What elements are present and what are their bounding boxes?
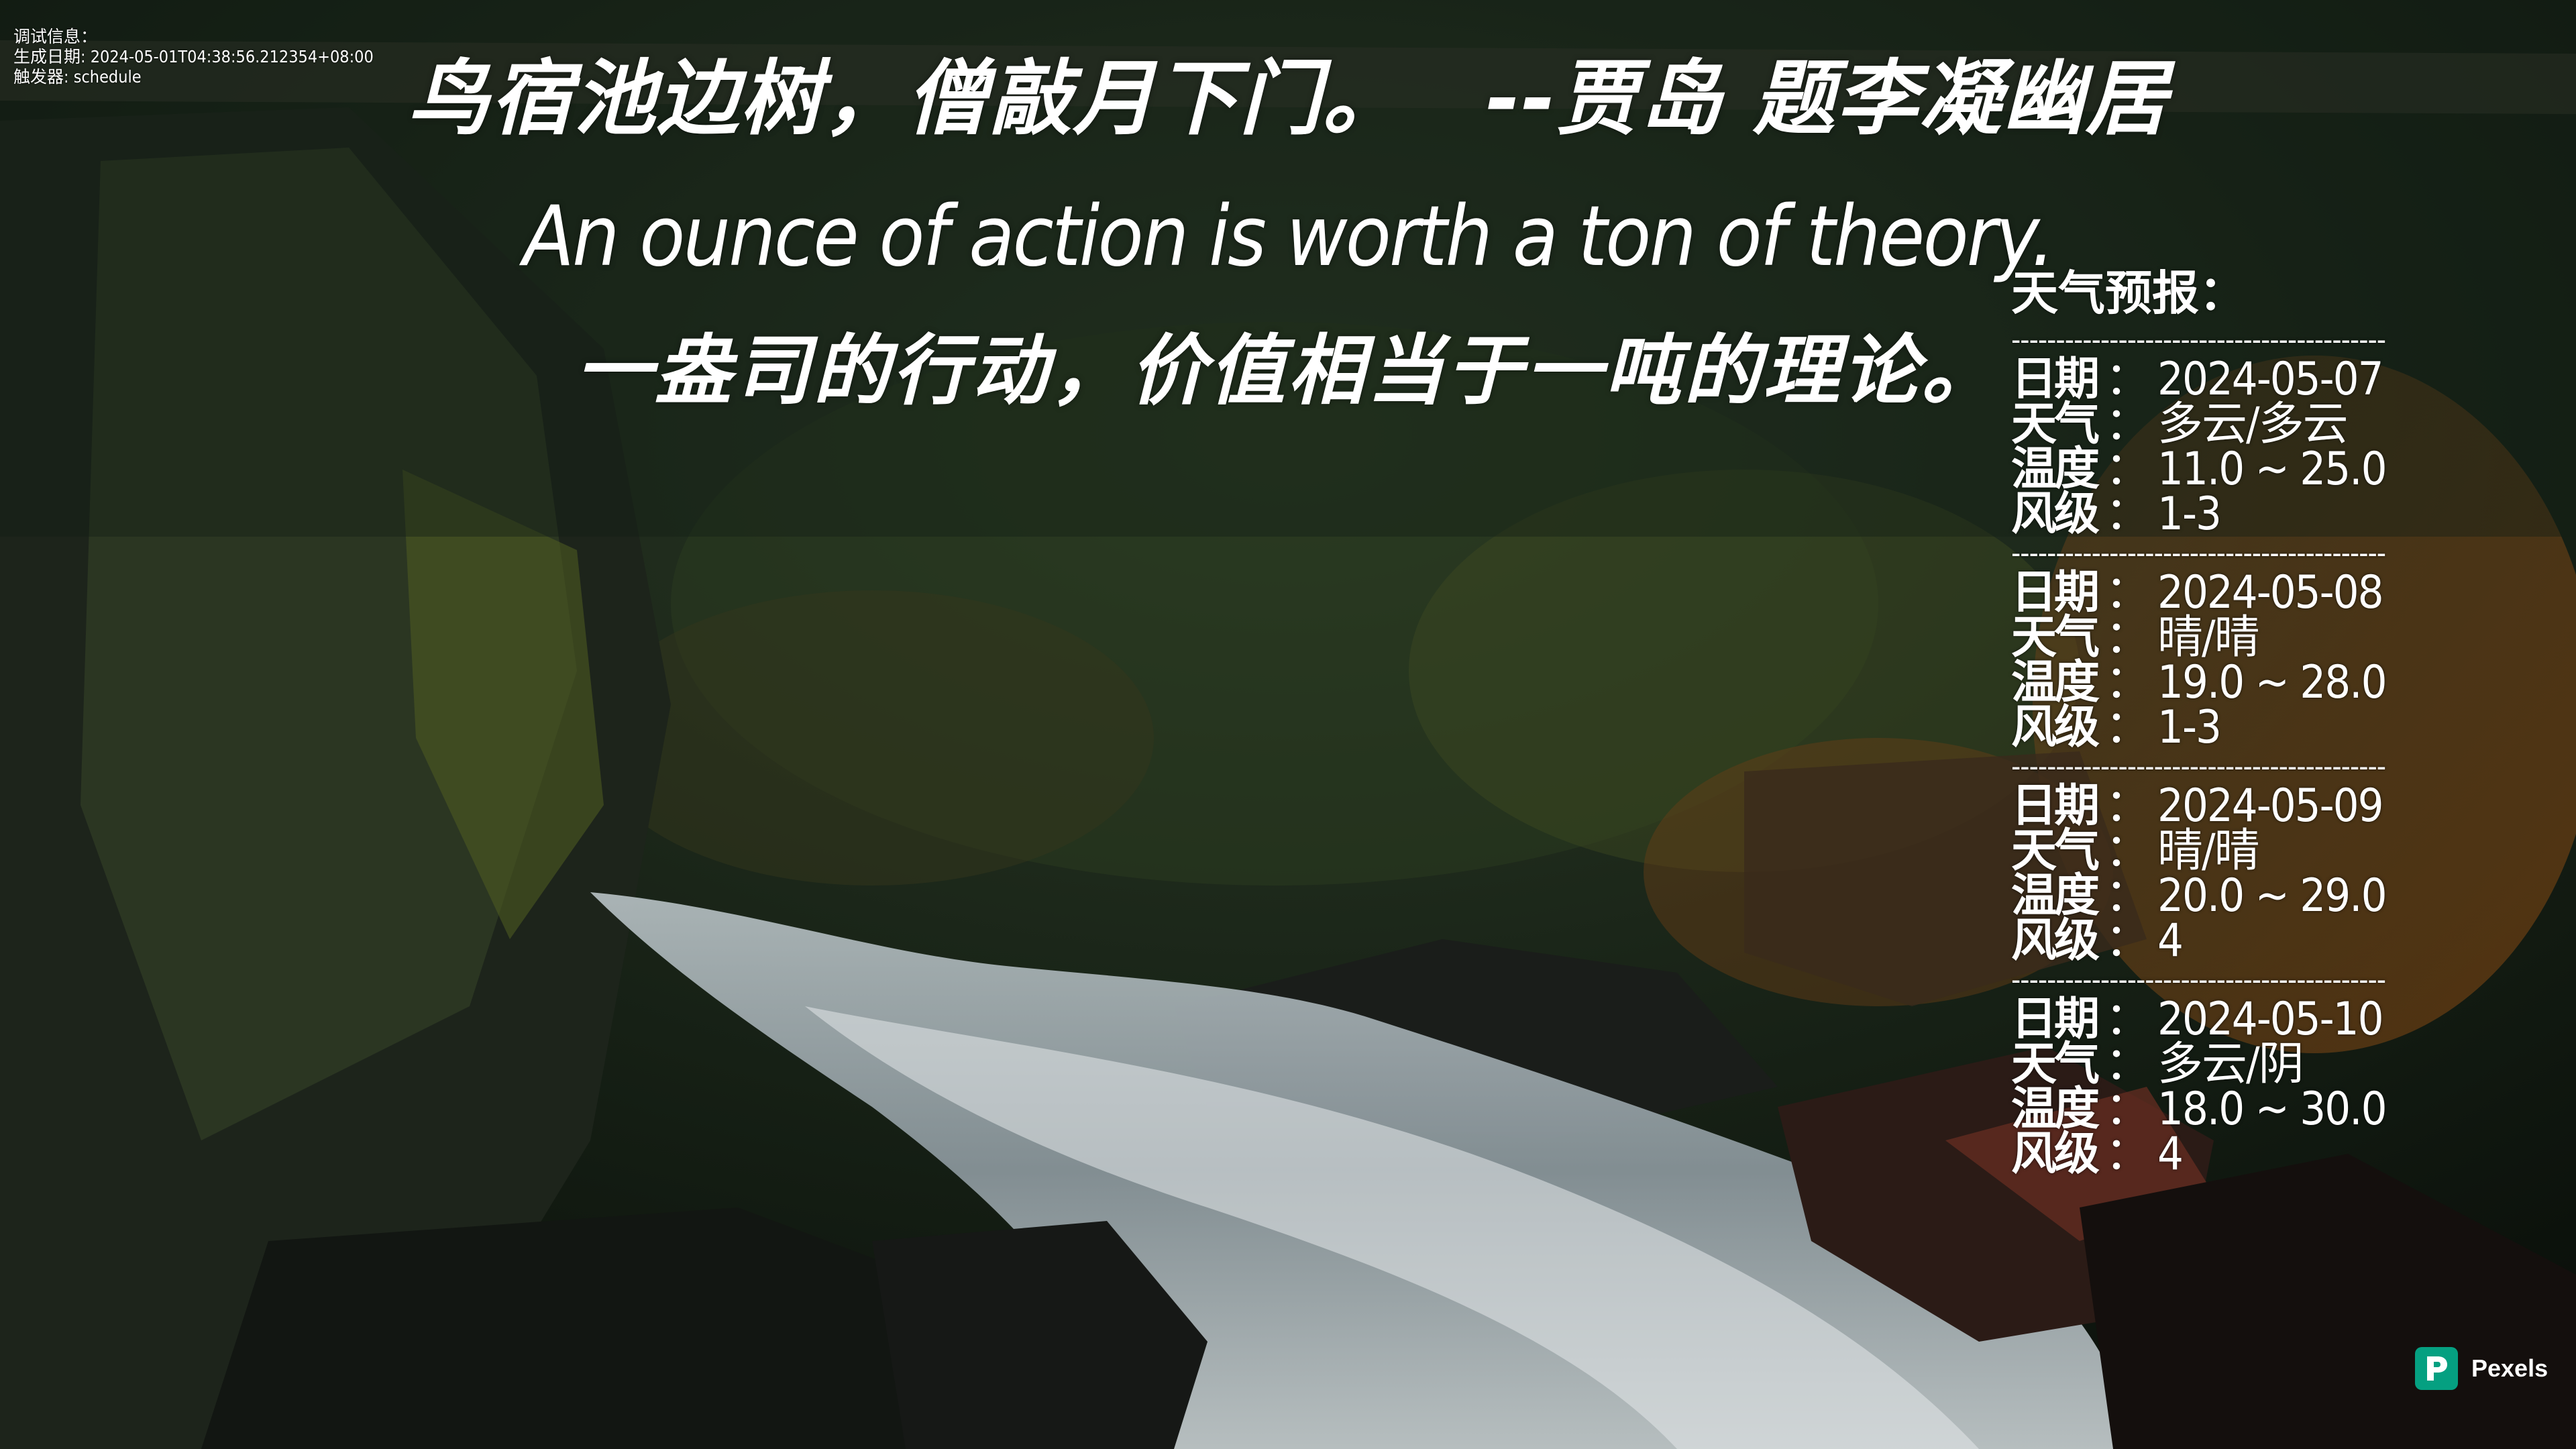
weather-date-row: 日期： 2024-05-07 (2011, 357, 2440, 402)
weather-temp-row: 温度： 18.0 ~ 30.0 (2011, 1087, 2440, 1132)
weather-day: 日期： 2024-05-07 天气：多云/多云 温度： 11.0 ~ 25.0 风级… (2011, 357, 2440, 537)
pexels-logo-icon (2415, 1347, 2458, 1390)
weather-condition-row: 天气：多云/多云 (2011, 402, 2440, 447)
date-key: 日期 (2011, 353, 2100, 406)
temp-key: 温度 (2011, 656, 2100, 709)
pexels-p-glyph (2427, 1356, 2447, 1381)
pexels-watermark: Pexels (2415, 1347, 2548, 1390)
separator: ： (2105, 780, 2151, 833)
wind-value: 4 (2157, 914, 2184, 967)
weather-wind-row: 风级： 1-3 (2011, 492, 2440, 537)
weather-temp-row: 温度： 19.0 ~ 28.0 (2011, 656, 2440, 709)
date-key: 日期 (2011, 566, 2100, 619)
quote-chinese: 一盎司的行动，价值相当于一吨的理论。 (575, 326, 2000, 415)
weather-value: 晴/晴 (2157, 611, 2260, 664)
weather-value: 晴/晴 (2157, 824, 2260, 877)
weather-wind-row: 风级： 4 (2011, 1132, 2440, 1177)
separator: ： (2105, 993, 2151, 1046)
weather-key: 天气 (2011, 398, 2100, 451)
debug-generated-date: 生成日期: 2024-05-01T04:38:56.212354+08:00 (13, 47, 374, 66)
separator: ： (2105, 566, 2151, 619)
date-value: 2024-05-07 (2157, 353, 2383, 406)
separator: ： (2105, 824, 2151, 877)
weather-date-row: 日期： 2024-05-08 (2011, 566, 2440, 619)
weather-key: 天气 (2011, 611, 2100, 664)
separator: ： (2105, 398, 2151, 451)
debug-trigger: 触发器: schedule (13, 67, 142, 87)
poem-attribution: --贾岛 题李凝幽居 (1486, 51, 2169, 146)
weather-temp-row: 温度： 20.0 ~ 29.0 (2011, 869, 2440, 922)
temp-value: 18.0 ~ 30.0 (2157, 1083, 2387, 1136)
weather-divider (2011, 537, 2440, 570)
quote-english: An ounce of action is worth a ton of the… (523, 189, 2055, 285)
weather-key: 天气 (2011, 824, 2100, 877)
weather-value: 多云/阴 (2157, 1038, 2304, 1091)
weather-divider (2011, 750, 2440, 784)
weather-divider (2011, 963, 2440, 997)
wind-key: 风级 (2011, 914, 2100, 967)
date-value: 2024-05-10 (2157, 993, 2383, 1046)
weather-date-row: 日期： 2024-05-10 (2011, 997, 2440, 1042)
separator: ： (2105, 353, 2151, 406)
weather-day: 日期： 2024-05-09 天气：晴/晴 温度： 20.0 ~ 29.0 风级： 4 (2011, 780, 2440, 967)
weather-key: 天气 (2011, 1038, 2100, 1091)
wind-value: 4 (2157, 1128, 2184, 1181)
poem-text: 鸟宿池边树，僧敲月下门。 (407, 51, 1406, 146)
weather-day: 日期： 2024-05-08 天气：晴/晴 温度： 19.0 ~ 28.0 风级： 1… (2011, 566, 2440, 754)
temp-value: 19.0 ~ 28.0 (2157, 656, 2387, 709)
poem-line: 鸟宿池边树，僧敲月下门。 --贾岛 题李凝幽居 (0, 48, 2576, 149)
temp-key: 温度 (2011, 443, 2100, 496)
separator: ： (2105, 869, 2151, 922)
weather-date-row: 日期： 2024-05-09 (2011, 780, 2440, 833)
wind-key: 风级 (2011, 701, 2100, 754)
separator: ： (2105, 914, 2151, 967)
date-key: 日期 (2011, 993, 2100, 1046)
weather-value: 多云/多云 (2157, 398, 2349, 451)
wind-key: 风级 (2011, 1128, 2100, 1181)
weather-wind-row: 风级： 1-3 (2011, 701, 2440, 754)
debug-label: 调试信息： (13, 27, 98, 46)
separator: ： (2105, 1128, 2151, 1181)
weather-forecast-panel: 天气预报： 日期：2024-05-07 天气：多云/多云 温度：11.0 ~ 2… (2011, 263, 2440, 1177)
separator: ： (2105, 611, 2151, 664)
weather-divider (2011, 323, 2440, 357)
wind-value: 1-3 (2157, 701, 2222, 754)
temp-key: 温度 (2011, 1083, 2100, 1136)
weather-day: 日期： 2024-05-10 天气：多云/阴 温度： 18.0 ~ 30.0 风级：… (2011, 997, 2440, 1177)
separator: ： (2105, 488, 2151, 541)
wind-key: 风级 (2011, 488, 2100, 541)
separator: ： (2105, 443, 2151, 496)
temp-value: 11.0 ~ 25.0 (2157, 443, 2387, 496)
date-value: 2024-05-08 (2157, 566, 2383, 619)
temp-value: 20.0 ~ 29.0 (2157, 869, 2387, 922)
separator: ： (2105, 656, 2151, 709)
weather-wind-row: 风级： 4 (2011, 914, 2440, 967)
weather-title: 天气预报： (2011, 266, 2246, 321)
date-key: 日期 (2011, 780, 2100, 833)
temp-key: 温度 (2011, 869, 2100, 922)
separator: ： (2105, 701, 2151, 754)
separator: ： (2105, 1038, 2151, 1091)
weather-condition-row: 天气：多云/阴 (2011, 1042, 2440, 1087)
separator: ： (2105, 1083, 2151, 1136)
quote-banner (0, 0, 2576, 537)
debug-info: 调试信息： 生成日期: 2024-05-01T04:38:56.212354+0… (13, 27, 617, 87)
wind-value: 1-3 (2157, 488, 2222, 541)
weather-condition-row: 天气：晴/晴 (2011, 824, 2440, 877)
pexels-label: Pexels (2471, 1354, 2548, 1382)
weather-condition-row: 天气：晴/晴 (2011, 611, 2440, 664)
weather-temp-row: 温度： 11.0 ~ 25.0 (2011, 447, 2440, 492)
date-value: 2024-05-09 (2157, 780, 2383, 833)
